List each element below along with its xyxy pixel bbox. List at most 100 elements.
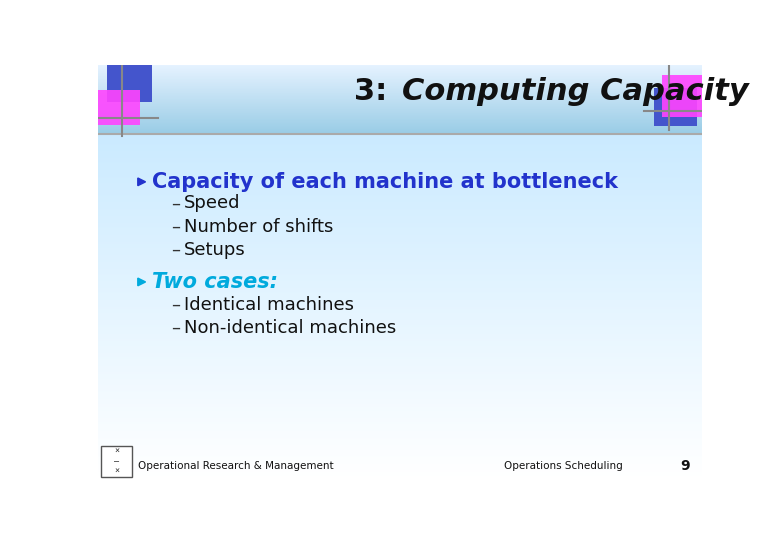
Bar	[98, 350, 702, 352]
Bar	[98, 210, 702, 212]
Bar	[98, 101, 702, 102]
Bar	[98, 324, 702, 326]
Bar	[98, 123, 702, 124]
Bar	[98, 184, 702, 185]
Bar	[98, 94, 702, 95]
Bar	[98, 84, 702, 85]
Bar	[98, 100, 702, 101]
Bar	[98, 249, 702, 251]
Bar	[98, 131, 702, 133]
Bar	[98, 231, 702, 233]
Bar	[98, 85, 702, 86]
Bar	[98, 307, 702, 309]
Bar	[98, 291, 702, 292]
Bar	[98, 411, 702, 413]
Bar	[98, 252, 702, 253]
Bar	[98, 284, 702, 285]
Bar	[98, 303, 702, 305]
Bar	[98, 190, 702, 191]
Bar	[98, 141, 702, 143]
Bar	[98, 65, 702, 66]
Bar	[98, 237, 702, 238]
Bar	[98, 277, 702, 278]
Bar	[98, 126, 702, 127]
Bar	[98, 170, 702, 172]
Bar	[98, 70, 702, 72]
Bar	[98, 444, 702, 446]
Bar	[98, 443, 702, 444]
Bar	[98, 393, 702, 395]
Bar	[98, 364, 702, 366]
Bar	[98, 377, 702, 378]
Bar	[98, 144, 702, 145]
Bar	[98, 460, 702, 461]
Bar	[98, 258, 702, 259]
Bar	[98, 145, 702, 146]
Bar	[98, 253, 702, 255]
Bar	[98, 70, 702, 71]
Bar	[98, 383, 702, 385]
Bar	[98, 195, 702, 197]
Bar	[98, 403, 702, 404]
Bar	[98, 129, 702, 130]
Bar	[98, 285, 702, 287]
Bar	[98, 181, 702, 183]
Bar	[98, 463, 702, 464]
Bar	[98, 348, 702, 349]
Bar	[98, 278, 702, 280]
Bar	[98, 138, 702, 140]
Text: Operational Research & Management: Operational Research & Management	[138, 461, 333, 471]
Bar	[98, 346, 702, 348]
Bar	[98, 221, 702, 223]
Bar	[98, 339, 702, 341]
Bar	[98, 98, 702, 99]
Bar	[98, 467, 702, 468]
Bar	[98, 476, 702, 478]
Text: Number of shifts: Number of shifts	[184, 218, 334, 235]
Bar	[98, 227, 702, 228]
Bar	[98, 87, 702, 89]
Bar	[98, 226, 702, 227]
Bar	[98, 453, 702, 454]
Bar	[98, 116, 702, 117]
Bar	[98, 366, 702, 367]
Bar	[98, 207, 702, 209]
Bar	[98, 288, 702, 289]
Bar	[98, 386, 702, 388]
Bar	[98, 127, 702, 128]
Bar	[98, 414, 702, 415]
Bar	[98, 128, 702, 129]
Bar	[98, 359, 702, 360]
Bar	[98, 270, 702, 271]
Bar	[661, 75, 702, 117]
Bar	[98, 119, 702, 120]
Bar	[98, 82, 702, 83]
Bar	[98, 224, 702, 226]
Bar	[98, 183, 702, 184]
Bar	[98, 404, 702, 406]
Bar	[98, 263, 702, 265]
Bar	[98, 220, 702, 221]
Bar	[98, 434, 702, 435]
Bar	[98, 91, 702, 92]
Bar	[98, 109, 702, 111]
Bar	[98, 101, 702, 102]
Bar	[98, 299, 702, 300]
Bar	[98, 354, 702, 356]
Bar	[98, 335, 702, 336]
Bar	[98, 66, 702, 67]
Bar	[98, 300, 702, 302]
Bar	[98, 81, 702, 82]
Bar	[98, 163, 702, 165]
Bar	[98, 390, 702, 392]
Bar	[98, 447, 702, 449]
Bar	[98, 75, 702, 76]
Text: –: –	[171, 194, 180, 212]
Bar	[98, 397, 702, 399]
Bar	[98, 239, 702, 241]
Bar	[98, 124, 702, 126]
Bar	[98, 172, 702, 173]
Bar	[98, 478, 702, 479]
Bar	[98, 87, 702, 88]
Bar	[98, 156, 702, 158]
